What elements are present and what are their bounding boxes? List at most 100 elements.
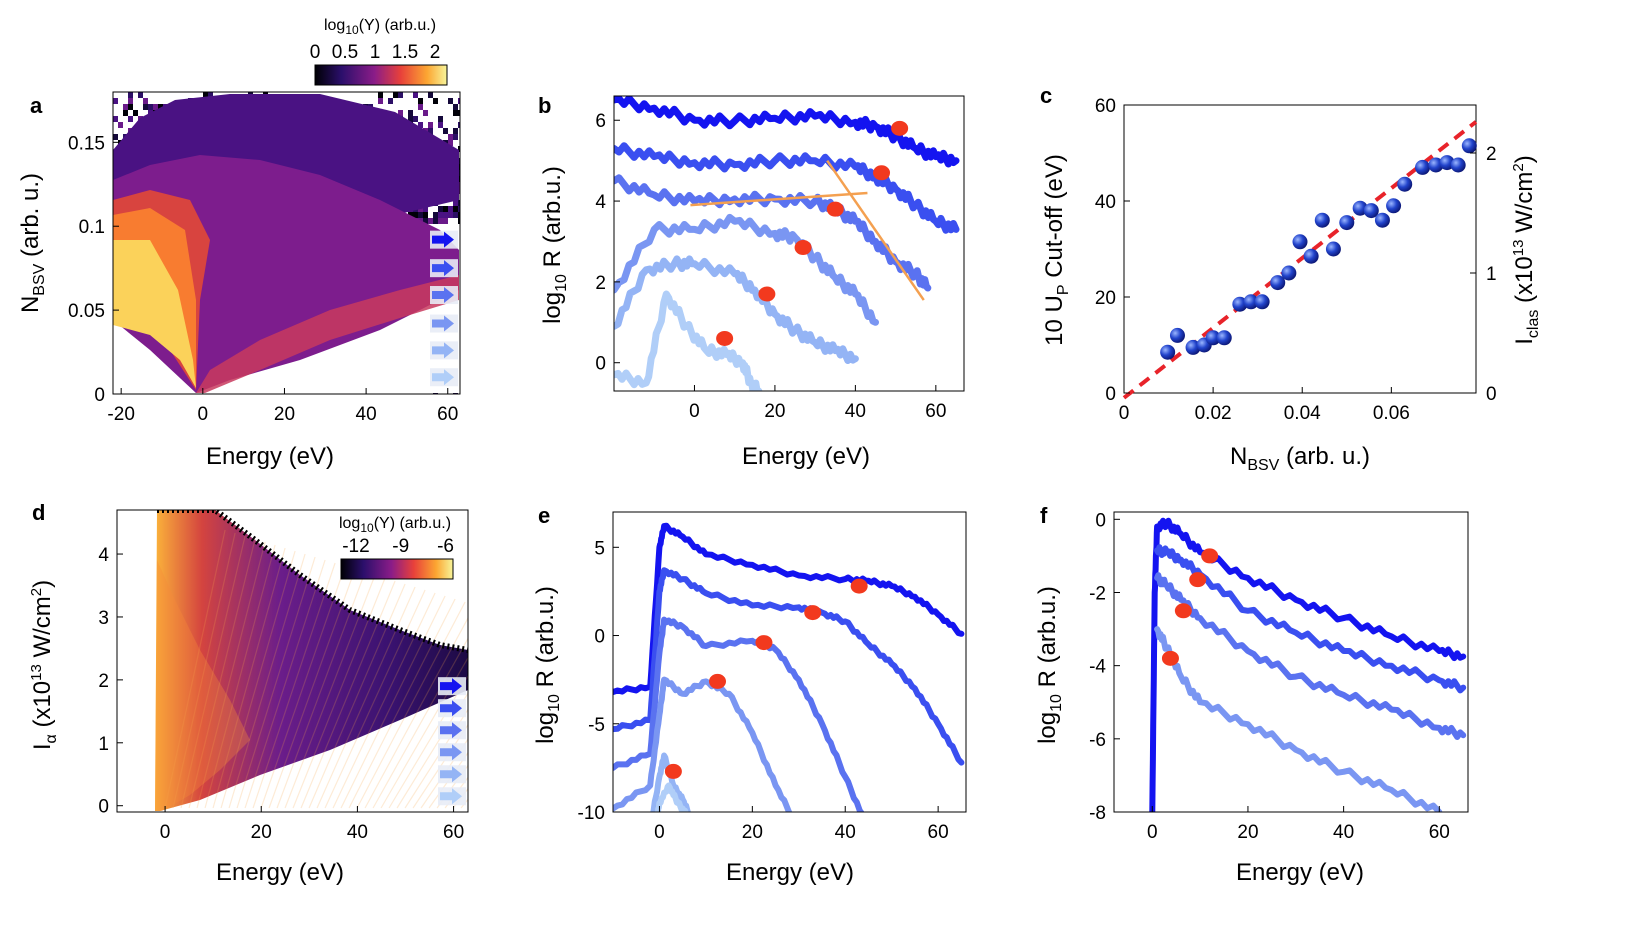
scatter-point [1292, 234, 1308, 250]
y2-tick-label: 2 [1486, 144, 1497, 165]
noise-pixel [113, 134, 118, 140]
scatter-point [1439, 155, 1455, 171]
noise-pixel [118, 122, 123, 128]
y-tick-label: -4 [1089, 657, 1106, 678]
colorbar-tick-label: 0.5 [332, 42, 358, 63]
x-axis-label: Energy (eV) [1236, 859, 1364, 886]
fringe-line [452, 787, 468, 809]
fringe-line [212, 547, 286, 809]
fringe-line [228, 553, 306, 809]
noise-pixel [428, 128, 433, 134]
x-tick-label: 20 [742, 822, 763, 843]
noise-pixel [458, 110, 460, 116]
axis-ticks: 0 20 40 60 0 2 4 6 [595, 111, 946, 422]
noise-pixel [428, 218, 433, 224]
noise-pixel [433, 98, 438, 104]
edge-noise [157, 510, 468, 653]
y-tick-label: 6 [595, 111, 606, 132]
series-line-s4 [614, 213, 879, 326]
series-line-s6 [654, 782, 689, 812]
interference-fringes [164, 529, 468, 809]
axis-ticks: 0 20 40 60 0 1 2 3 4 [98, 545, 464, 843]
cutoff-markers [716, 120, 909, 346]
noise-pixel [128, 92, 133, 98]
fringe-line [180, 535, 246, 809]
plot-area-f [1149, 517, 1467, 812]
noise-pixel [113, 98, 118, 104]
trend-line [826, 159, 925, 301]
noise-pixel [438, 218, 443, 224]
y-tick-label: -6 [1089, 730, 1106, 751]
panel-label: d [32, 500, 45, 525]
noise-pixel [448, 212, 453, 218]
arrow-marker [440, 722, 462, 739]
x-axis-label: Energy (eV) [742, 443, 870, 470]
colorbar-tick-label: -6 [437, 536, 454, 557]
noise-pixel [458, 212, 460, 218]
y-axis-label: log10 R (arb.u.) [539, 166, 570, 324]
x-tick-label: 0.02 [1195, 403, 1232, 424]
heat-region-right-arm [196, 275, 459, 393]
cutoff-marker [758, 286, 776, 302]
y-tick-label: 60 [1095, 96, 1116, 117]
noise-pixel [443, 212, 448, 218]
noise-pixel [453, 128, 458, 134]
fringe-line [236, 556, 316, 809]
colorbar-a: log10(Y) (arb.u.) 0 0.5 1 1.5 2 [310, 17, 448, 86]
noise-pixel [158, 104, 163, 110]
y-axis-label: log10 R (arb.u.) [532, 586, 563, 744]
arrow-marker [440, 766, 462, 783]
noise-pixel [388, 98, 393, 104]
plot-area-e [613, 522, 965, 812]
panel-label: c [1040, 83, 1052, 108]
x-tick-label: 0 [689, 401, 700, 422]
cutoff-marker [1189, 572, 1207, 588]
noise-pixel [428, 92, 433, 98]
fringe-line [332, 592, 436, 809]
noise-pixel [428, 122, 433, 128]
noise-pixel [393, 92, 398, 98]
fringe-line [164, 529, 226, 809]
x-tick-label: 60 [437, 404, 458, 425]
noise-pixel [433, 212, 438, 218]
series-line-s1 [613, 522, 965, 695]
x-tick-label: 60 [1429, 822, 1450, 843]
cutoff-marker [891, 120, 909, 136]
plot-frame [613, 95, 965, 392]
scatter-point [1363, 203, 1379, 219]
noise-pixel [418, 104, 423, 110]
x-tick-label: 0.04 [1284, 403, 1321, 424]
heat-region-empty [340, 300, 459, 393]
y-tick-label: 5 [594, 538, 605, 559]
noise-pixel [453, 110, 458, 116]
scatter-point [1339, 215, 1355, 231]
y-tick-label: -10 [578, 803, 605, 824]
colorbar-title: log10(Y) (arb.u.) [324, 17, 436, 37]
noise-pixel [398, 92, 403, 98]
scatter-point [1205, 330, 1221, 346]
panel-label: e [538, 503, 550, 528]
noise-pixel [128, 98, 133, 104]
fringe-line [204, 544, 276, 809]
y2-tick-label: 1 [1486, 264, 1497, 285]
noise-pixel [458, 98, 460, 104]
scatter-point [1461, 138, 1477, 154]
colorbar-ticks: -12 -9 -6 [342, 536, 454, 557]
y-axis-label: log10 R (arb.u.) [1034, 586, 1065, 744]
arrow-marker [432, 231, 454, 248]
x-tick-label: 40 [835, 822, 856, 843]
noise-pixel [413, 92, 418, 98]
scatter-point [1415, 159, 1431, 175]
colorbar-tick-label: 2 [430, 42, 441, 63]
scatter-point [1303, 248, 1319, 264]
series-line-s3 [613, 616, 865, 812]
noise-pixel [438, 212, 443, 218]
cutoff-marker [709, 673, 727, 689]
scatter-point [1428, 157, 1444, 173]
noise-pixel [148, 104, 153, 110]
noise-pixel [438, 122, 443, 128]
y-tick-label: 1 [98, 734, 109, 755]
fringe-line [172, 532, 236, 809]
fringe-line [260, 565, 346, 809]
series-line-s6 [614, 290, 763, 391]
